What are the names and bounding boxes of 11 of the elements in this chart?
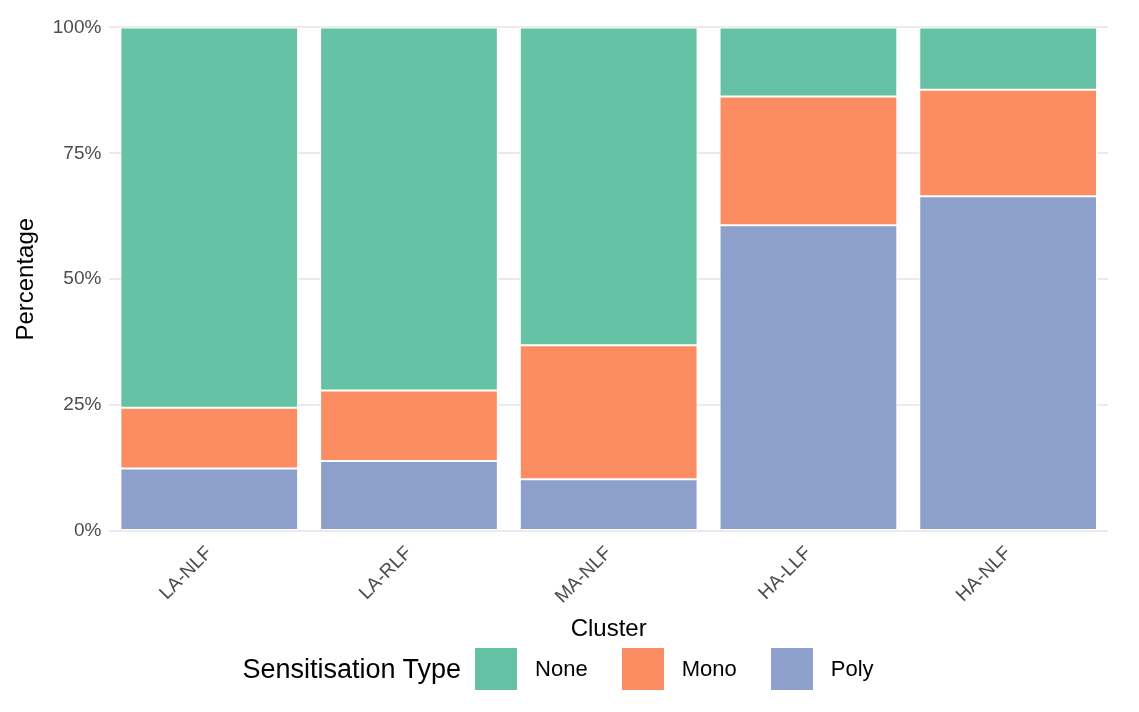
legend-title: Sensitisation Type	[242, 653, 462, 685]
y-tick-label: 100%	[52, 15, 102, 37]
y-tick-label: 0%	[73, 519, 102, 541]
y-tick-label: 75%	[63, 141, 102, 163]
x-axis-title: Cluster	[570, 614, 647, 642]
y-axis-title: Percentage	[11, 217, 39, 341]
y-tick-label: 50%	[63, 267, 102, 289]
legend-label: Mono	[681, 656, 737, 682]
y-tick-label: 25%	[63, 393, 102, 415]
legend-label: Poly	[830, 656, 874, 682]
legend-label: None	[535, 656, 588, 682]
